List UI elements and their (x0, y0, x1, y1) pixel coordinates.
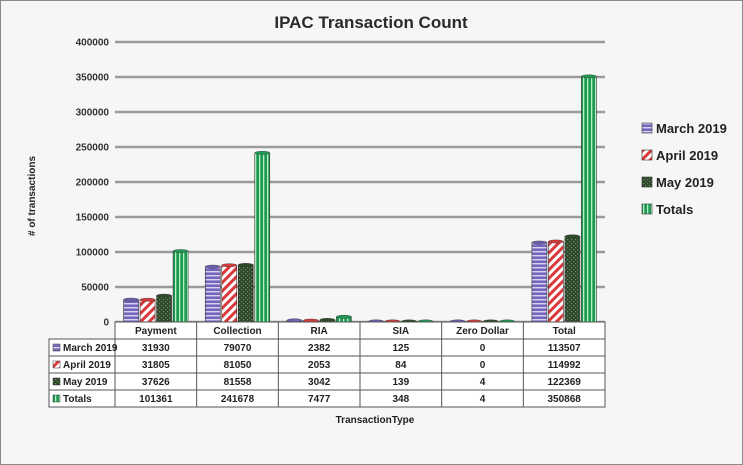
bar-totals-collection (254, 152, 271, 323)
bar-cap (564, 234, 581, 239)
data-label: 31805 (142, 360, 170, 371)
bar-cap (581, 74, 597, 79)
data-label: 101361 (139, 394, 173, 405)
bar-may-2019-payment (156, 295, 172, 323)
data-label: 2382 (308, 343, 331, 354)
bar-march-2019-collection (204, 266, 221, 323)
x-tick-label: SIA (392, 326, 409, 337)
data-label: 350868 (547, 394, 581, 405)
x-tick-label: Collection (213, 326, 261, 337)
table-legend-swatch (52, 343, 61, 352)
bar-march-2019-payment (123, 299, 139, 323)
bar-cap (123, 297, 139, 302)
data-label: 114992 (548, 360, 581, 371)
legend-swatch (641, 149, 653, 161)
bar-cap (286, 318, 303, 323)
bar-cap (238, 263, 254, 267)
y-tick-label: 100000 (76, 248, 110, 259)
chart-title: IPAC Transaction Count (274, 13, 468, 32)
bar-totals-payment (172, 250, 189, 323)
bar-april-2019-payment (139, 299, 156, 323)
y-tick-label: 250000 (76, 143, 110, 154)
legend-swatch (641, 122, 653, 134)
bar-cap (172, 249, 189, 253)
data-label: 79070 (224, 343, 252, 354)
table-legend-swatch (52, 394, 61, 403)
legend-swatch (641, 203, 653, 215)
bar-april-2019-collection (221, 264, 238, 323)
table-legend-swatch (52, 377, 61, 386)
x-tick-label: RIA (311, 326, 328, 337)
data-label: 348 (392, 394, 409, 405)
bar-march-2019-total (531, 242, 548, 323)
bar-cap (205, 264, 221, 269)
data-label: 81050 (224, 360, 252, 371)
legend-swatch (641, 176, 653, 188)
table-row-label: April 2019 (63, 360, 111, 371)
x-tick-label: Zero Dollar (456, 326, 509, 337)
data-label: 125 (392, 343, 409, 354)
data-label: 84 (395, 360, 407, 371)
table-legend-swatch (52, 360, 61, 369)
bar-cap (319, 318, 336, 322)
bar-cap (139, 297, 156, 302)
bar-cap (254, 151, 270, 155)
x-tick-label: Payment (135, 326, 177, 337)
legend-entry: March 2019 (656, 121, 727, 136)
bar-may-2019-total (564, 236, 581, 323)
bar-cap (531, 240, 548, 245)
data-label: 7477 (308, 394, 331, 405)
table-row-label: Totals (63, 394, 92, 405)
data-table: Payment Collection RIA SIA Zero Dollar Total M… (48, 321, 606, 408)
data-label: 2053 (308, 360, 331, 371)
y-tick-label: 0 (103, 318, 109, 329)
data-label: 241678 (221, 394, 255, 405)
data-label: 31930 (142, 343, 170, 354)
y-tick-label: 200000 (76, 178, 110, 189)
bar-april-2019-total (548, 241, 564, 323)
y-axis-label: # of transactions (27, 156, 38, 236)
data-label: 0 (480, 343, 486, 354)
y-axis-ticks: 0 50000 100000 150000 200000 250000 300000 3500… (76, 38, 110, 329)
data-label: 3042 (308, 377, 331, 388)
y-tick-label: 300000 (76, 108, 110, 119)
data-label: 0 (480, 360, 486, 371)
data-label: 37626 (142, 377, 170, 388)
legend: March 2019 April 2019 May 2019 Totals (641, 121, 727, 217)
bar-cap (548, 239, 564, 244)
legend-entry: April 2019 (656, 148, 718, 163)
y-tick-label: 50000 (81, 283, 109, 294)
y-tick-label: 350000 (76, 73, 110, 84)
x-axis-label: TransactionType (336, 415, 415, 426)
bar-cap (221, 263, 237, 268)
bar-cap (156, 293, 172, 298)
bar-may-2019-collection (237, 264, 254, 323)
y-tick-label: 400000 (76, 38, 110, 49)
bars (123, 74, 597, 324)
bar-cap (336, 314, 352, 319)
table-row-label: May 2019 (63, 377, 108, 388)
x-tick-label: Total (553, 326, 576, 337)
legend-entry: May 2019 (656, 175, 714, 190)
table-row-label: March 2019 (63, 343, 118, 354)
y-tick-label: 150000 (76, 213, 110, 224)
data-label: 4 (480, 377, 486, 388)
data-label: 81558 (224, 377, 252, 388)
legend-entry: Totals (656, 202, 693, 217)
grid-lines (115, 40, 605, 324)
data-label: 139 (392, 377, 409, 388)
bar-totals-total (581, 76, 597, 323)
data-label: 122369 (547, 377, 581, 388)
data-label: 4 (480, 394, 486, 405)
data-label: 113507 (548, 343, 581, 354)
